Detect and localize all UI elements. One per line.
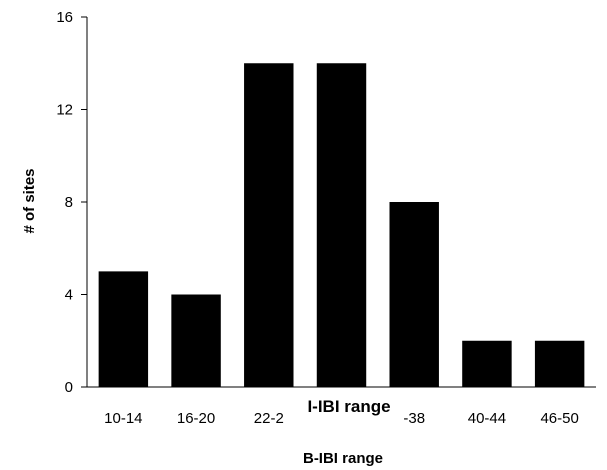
bars bbox=[98, 63, 585, 387]
y-tick-label: 12 bbox=[56, 102, 73, 119]
x-tick-label: 40-44 bbox=[468, 410, 506, 427]
bar bbox=[171, 294, 221, 387]
bar bbox=[98, 271, 149, 387]
y-tick-label: 16 bbox=[56, 9, 73, 26]
bar bbox=[534, 340, 585, 387]
y-tick-label: 8 bbox=[65, 194, 73, 211]
y-tick-label: 0 bbox=[65, 379, 73, 396]
x-tick-label: -38 bbox=[403, 410, 425, 427]
x-axis-title: B-IBI range bbox=[303, 450, 383, 467]
x-tick-label: 10-14 bbox=[104, 410, 142, 427]
bar bbox=[462, 340, 512, 387]
bar bbox=[244, 63, 294, 387]
x-tick-label: 22-2 bbox=[254, 410, 284, 427]
overlay-label-background bbox=[304, 396, 394, 417]
bar bbox=[389, 202, 439, 387]
x-tick-label: 16-20 bbox=[177, 410, 215, 427]
y-axis: 0 4 8 12 16 bbox=[56, 9, 88, 396]
x-tick-label: 46-50 bbox=[540, 410, 578, 427]
x-tick-labels: 10-14 16-20 22-2 -38 40-44 46-50 bbox=[104, 410, 579, 427]
y-axis-title: # of sites bbox=[21, 168, 38, 233]
overlay-axis-label: I-IBI range bbox=[307, 397, 390, 416]
bar bbox=[316, 63, 367, 387]
y-tick-label: 4 bbox=[65, 287, 73, 304]
